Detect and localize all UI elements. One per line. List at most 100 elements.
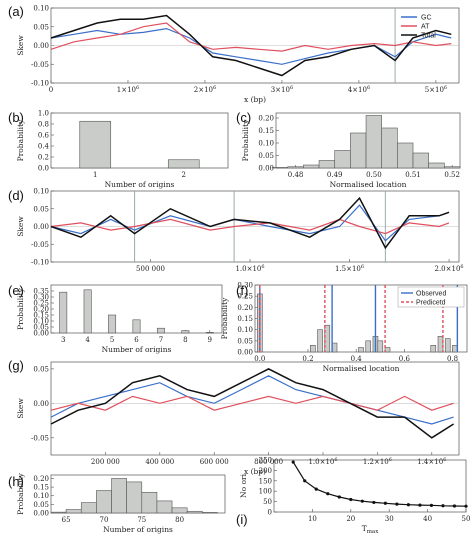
y-tick-label: 0.10 <box>33 492 49 500</box>
x-tick-label: 200 000 <box>91 458 120 466</box>
bar <box>444 338 451 353</box>
bar <box>181 330 190 334</box>
panel-label: (e) <box>8 283 24 298</box>
panel-d: (d) -0.10 -0.05 0.00 0.05 0.10 500 000 1.0×106 1… <box>8 188 464 274</box>
bar <box>303 164 320 169</box>
y-tick-label: 0.10 <box>33 318 49 326</box>
bar <box>132 319 141 334</box>
data-point <box>406 503 410 507</box>
x-tick-label: 0.52 <box>444 171 460 179</box>
y-tick-label: 0.10 <box>33 5 49 13</box>
panel-label: (d) <box>8 188 24 203</box>
bar <box>384 347 391 353</box>
y-tick-label: 0.05 <box>33 324 49 332</box>
legend-label-observed: Observed <box>416 291 446 298</box>
bar <box>79 120 112 169</box>
y-axis-label: Probability <box>241 119 250 161</box>
y-axis-label: Probability <box>16 119 25 161</box>
x-tick-label: 0.48 <box>288 171 304 179</box>
x-tick-label: 1×106 <box>117 85 139 94</box>
data-point <box>395 502 399 506</box>
x-tick-label: 800 000 <box>254 458 283 466</box>
x-tick-label: 1.5×106 <box>335 264 364 273</box>
y-tick-label: 0 <box>268 509 272 517</box>
y-tick-label: 0.15 <box>237 315 253 323</box>
bar <box>365 340 372 353</box>
y-tick-label: 0.20 <box>33 306 49 314</box>
bar <box>141 491 158 514</box>
panel-g: (g) -0.05 0.00 0.05 200 000 400 000 600 000 800… <box>8 358 460 476</box>
bar <box>430 344 437 353</box>
y-tick-label: 0.25 <box>33 300 49 308</box>
x-axis-label: Tmax <box>362 524 380 535</box>
panel-label: (f) <box>236 283 248 298</box>
x-tick-label: 30 <box>385 515 394 523</box>
series-line-main <box>292 461 467 507</box>
x-axis-label: Number of origins <box>105 180 175 189</box>
x-tick-label: 0.0 <box>254 355 265 363</box>
x-tick-label: 0.6 <box>399 355 411 363</box>
y-tick-label: 0.6 <box>38 132 50 140</box>
panel-c: (c) 0.00 0.05 0.10 0.15 0.20 0.48 0.49 0.50 0.51 0… <box>236 110 461 189</box>
x-axis-label: Normalised location <box>323 364 400 373</box>
bar <box>202 512 218 514</box>
bar <box>80 502 97 514</box>
panel-f: (f) 0.00 0.05 0.10 0.15 0.20 0.25 0.30 0.0 0.2 0.4… <box>220 282 468 373</box>
y-tick-label: 0.20 <box>33 475 49 483</box>
series-line-total <box>50 14 452 77</box>
panel-label: (b) <box>8 110 24 125</box>
data-point <box>326 492 330 496</box>
bar <box>287 166 304 169</box>
y-tick-label: -0.05 <box>31 61 49 69</box>
y-tick-label: 0.25 <box>237 293 253 301</box>
y-tick-label: 0.2 <box>38 154 49 162</box>
bar <box>271 167 289 169</box>
x-tick-label: 40 <box>423 515 432 523</box>
bar <box>377 340 384 353</box>
x-tick-label: 2.0×106 <box>435 264 464 273</box>
panel-e: (e) 0.000.050.100.150.200.250.300.35 3 4 5 6 7… <box>8 283 223 354</box>
bar <box>412 152 429 169</box>
legend-label-predicted: Predicetd <box>416 300 446 307</box>
bar <box>350 132 367 169</box>
series-line-total <box>50 368 455 439</box>
data-point <box>418 503 422 507</box>
bar <box>324 324 331 353</box>
bar <box>171 507 188 514</box>
bar <box>96 490 112 514</box>
y-axis-label: Probability <box>220 297 229 339</box>
x-tick-label: 10 <box>308 515 317 523</box>
data-point <box>441 504 445 508</box>
y-tick-label: 0.00 <box>33 400 49 408</box>
y-tick-label: 0.00 <box>33 42 49 50</box>
data-point <box>349 497 353 502</box>
y-tick-label: 0.00 <box>33 330 49 338</box>
y-tick-label: 0.30 <box>237 282 253 290</box>
bar <box>444 166 461 169</box>
y-tick-label: 0.20 <box>237 304 253 312</box>
bar <box>186 510 203 514</box>
data-point <box>303 479 307 483</box>
data-point <box>429 503 434 507</box>
y-tick-label: 0.10 <box>237 326 253 334</box>
data-point <box>360 499 364 503</box>
x-axis-label: Number of origins <box>103 525 173 534</box>
x-tick-label: 3 <box>61 336 65 344</box>
x-tick-label: 400 000 <box>145 458 174 466</box>
y-axis-label: Probability <box>16 472 25 514</box>
data-point <box>464 504 468 508</box>
bar <box>156 500 173 514</box>
plot-frame <box>50 361 460 456</box>
bar <box>317 329 323 353</box>
plot-frame <box>273 459 467 513</box>
x-tick-label: 70 <box>99 516 108 524</box>
panel-label: (c) <box>236 110 251 125</box>
y-tick-label: 0.00 <box>33 510 49 518</box>
y-tick-label: -0.10 <box>31 80 49 88</box>
panel-b: (b) 0.0 0.2 0.4 0.6 0.8 1.0 1 2 Probability Number… <box>8 110 229 189</box>
bar <box>156 327 165 334</box>
data-point <box>372 500 376 505</box>
bar <box>358 347 364 353</box>
y-tick-label: 0.20 <box>258 115 274 123</box>
x-tick-label: 8 <box>183 336 187 344</box>
